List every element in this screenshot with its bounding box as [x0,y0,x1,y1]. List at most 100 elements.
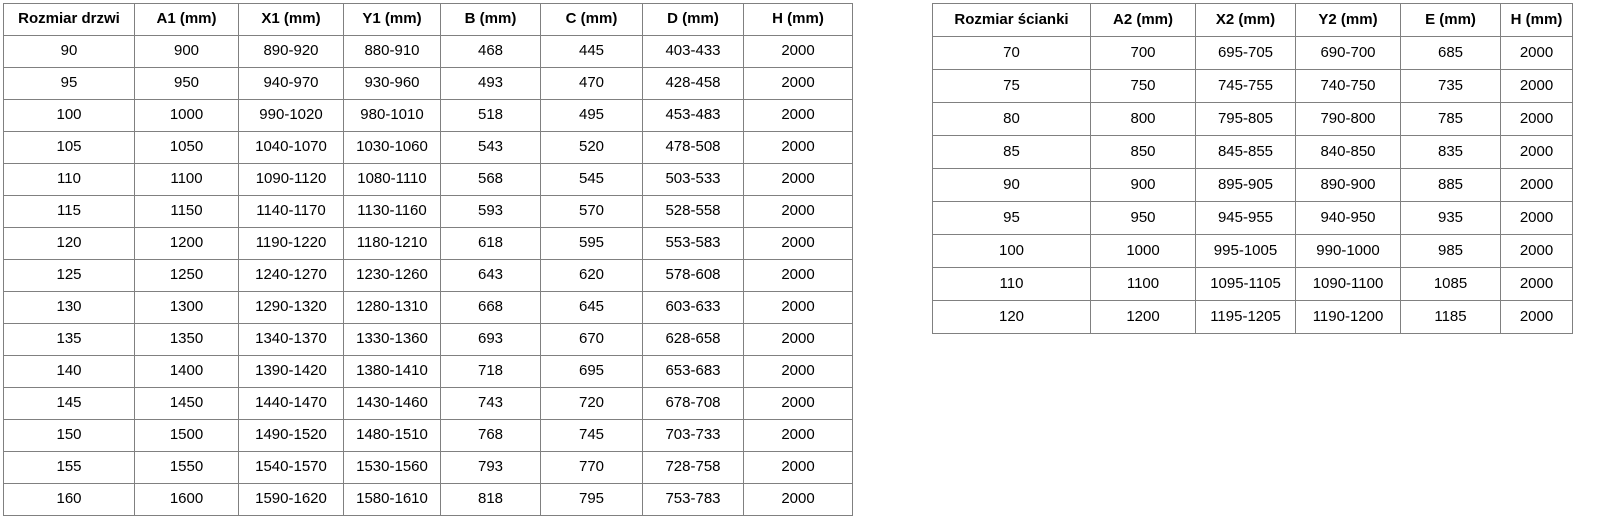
table-row: 90 900 895-905 890-900 885 2000 [932,168,1573,202]
table-cell: 1500 [134,419,239,452]
table-cell: 990-1020 [238,99,344,132]
table-row: 100 1000 990-1020 980-1010 518 495 453-483 2000 [3,99,853,132]
table-cell: 1480-1510 [343,419,441,452]
column-header: Rozmiar ścianki [932,3,1091,37]
table-cell: 1530-1560 [343,451,441,484]
table-cell: 1490-1520 [238,419,344,452]
table-cell: 703-733 [642,419,744,452]
table-cell: 890-920 [238,35,344,68]
table-cell: 2000 [743,419,853,452]
column-header: E (mm) [1400,3,1501,37]
table-row: 85 850 845-855 840-850 835 2000 [932,135,1573,169]
table-cell: 793 [440,451,541,484]
table-cell: 155 [3,451,135,484]
column-header: Y1 (mm) [343,3,441,36]
table-cell: 628-658 [642,323,744,356]
table-cell: 940-950 [1295,201,1401,235]
table-cell: 645 [540,291,643,324]
table-cell: 568 [440,163,541,196]
table-cell: 695-705 [1195,36,1296,70]
table-cell: 2000 [1500,168,1573,202]
table-cell: 1195-1205 [1195,300,1296,334]
table-cell: 685 [1400,36,1501,70]
table-cell: 90 [3,35,135,68]
table-header: Rozmiar drzwi A1 (mm) X1 (mm) Y1 (mm) B (mm)… [3,3,853,36]
table-cell: 468 [440,35,541,68]
table-cell: 695 [540,355,643,388]
table-row: 150 1500 1490-1520 1480-1510 768 745 703-733 20… [3,419,853,452]
table-cell: 2000 [743,355,853,388]
table-cell: 545 [540,163,643,196]
table-cell: 80 [932,102,1091,136]
table-row: 90 900 890-920 880-910 468 445 403-433 2000 [3,35,853,68]
table-cell: 1240-1270 [238,259,344,292]
table-cell: 1430-1460 [343,387,441,420]
table-cell: 2000 [743,387,853,420]
table-cell: 1340-1370 [238,323,344,356]
table-cell: 503-533 [642,163,744,196]
table-cell: 1190-1200 [1295,300,1401,334]
table-cell: 1590-1620 [238,483,344,516]
table-cell: 620 [540,259,643,292]
table-cell: 1350 [134,323,239,356]
table-cell: 670 [540,323,643,356]
table-cell: 740-750 [1295,69,1401,103]
table-cell: 160 [3,483,135,516]
table-cell: 2000 [1500,36,1573,70]
table-row: 75 750 745-755 740-750 735 2000 [932,69,1573,103]
table-cell: 678-708 [642,387,744,420]
column-header: H (mm) [1500,3,1573,37]
table-cell: 753-783 [642,483,744,516]
table-cell: 1100 [134,163,239,196]
table-cell: 2000 [743,483,853,516]
table-cell: 835 [1400,135,1501,169]
table-row: 95 950 945-955 940-950 935 2000 [932,201,1573,235]
table-cell: 135 [3,323,135,356]
table-cell: 800 [1090,102,1196,136]
table-cell: 493 [440,67,541,100]
table-cell: 890-900 [1295,168,1401,202]
table-row: 110 1100 1090-1120 1080-1110 568 545 503-533 20… [3,163,853,196]
table-cell: 2000 [743,227,853,260]
table-cell: 980-1010 [343,99,441,132]
table-cell: 2000 [1500,69,1573,103]
table-cell: 2000 [1500,267,1573,301]
header-row: Rozmiar drzwi A1 (mm) X1 (mm) Y1 (mm) B (mm)… [3,3,853,36]
table-cell: 1380-1410 [343,355,441,388]
table-cell: 2000 [1500,201,1573,235]
table-cell: 850 [1090,135,1196,169]
table-cell: 985 [1400,234,1501,268]
table-cell: 470 [540,67,643,100]
table-cell: 845-855 [1195,135,1296,169]
table-cell: 2000 [743,291,853,324]
table-row: 155 1550 1540-1570 1530-1560 793 770 728-758 20… [3,451,853,484]
table-cell: 743 [440,387,541,420]
table-cell: 1130-1160 [343,195,441,228]
table-cell: 478-508 [642,131,744,164]
column-header: Rozmiar drzwi [3,3,135,36]
table-cell: 940-970 [238,67,344,100]
table-cell: 2000 [743,259,853,292]
table-cell: 930-960 [343,67,441,100]
column-header: X2 (mm) [1195,3,1296,37]
table-cell: 595 [540,227,643,260]
table-cell: 110 [932,267,1091,301]
table-cell: 885 [1400,168,1501,202]
table-cell: 70 [932,36,1091,70]
table-cell: 1000 [134,99,239,132]
table-cell: 735 [1400,69,1501,103]
table-cell: 1190-1220 [238,227,344,260]
table-cell: 643 [440,259,541,292]
table-cell: 785 [1400,102,1501,136]
table-cell: 2000 [743,35,853,68]
table-row: 135 1350 1340-1370 1330-1360 693 670 628-658 20… [3,323,853,356]
table-cell: 100 [3,99,135,132]
column-header: B (mm) [440,3,541,36]
table-cell: 1090-1120 [238,163,344,196]
table-cell: 2000 [743,67,853,100]
table-cell: 495 [540,99,643,132]
table-cell: 120 [932,300,1091,334]
table-cell: 2000 [743,323,853,356]
table-cell: 115 [3,195,135,228]
table-cell: 745-755 [1195,69,1296,103]
